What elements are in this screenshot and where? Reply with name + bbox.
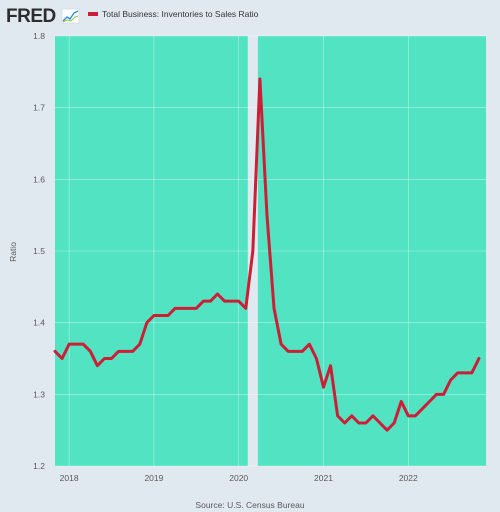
y-tick-label: 1.8: [33, 31, 45, 41]
y-tick-label: 1.6: [33, 174, 45, 184]
x-tick-label: 2021: [314, 473, 333, 483]
legend-swatch: [88, 12, 98, 16]
y-axis-label: Ratio: [8, 242, 18, 262]
x-axis-ticks: 2018 2019 2020 2021 2022: [60, 473, 418, 483]
source-note: Source: U.S. Census Bureau: [195, 500, 304, 510]
x-tick-label: 2018: [60, 473, 79, 483]
y-axis-ticks: 1.2 1.3 1.4 1.5 1.6 1.7 1.8: [33, 31, 45, 471]
y-tick-label: 1.7: [33, 103, 45, 113]
x-tick-label: 2022: [399, 473, 418, 483]
legend: Total Business: Inventories to Sales Rat…: [88, 9, 259, 19]
y-tick-label: 1.5: [33, 246, 45, 256]
grid-x: [68, 36, 409, 466]
fred-logo-text: FRED: [6, 6, 56, 27]
x-tick-label: 2020: [229, 473, 248, 483]
y-tick-label: 1.4: [33, 318, 45, 328]
y-tick-label: 1.3: [33, 389, 45, 399]
series-line: [53, 77, 481, 432]
x-tick-label: 2019: [144, 473, 163, 483]
legend-label: Total Business: Inventories to Sales Rat…: [102, 9, 259, 19]
trend-chart-icon: [61, 8, 80, 24]
y-tick-label: 1.2: [33, 461, 45, 471]
fred-logo[interactable]: FRED: [6, 6, 80, 27]
